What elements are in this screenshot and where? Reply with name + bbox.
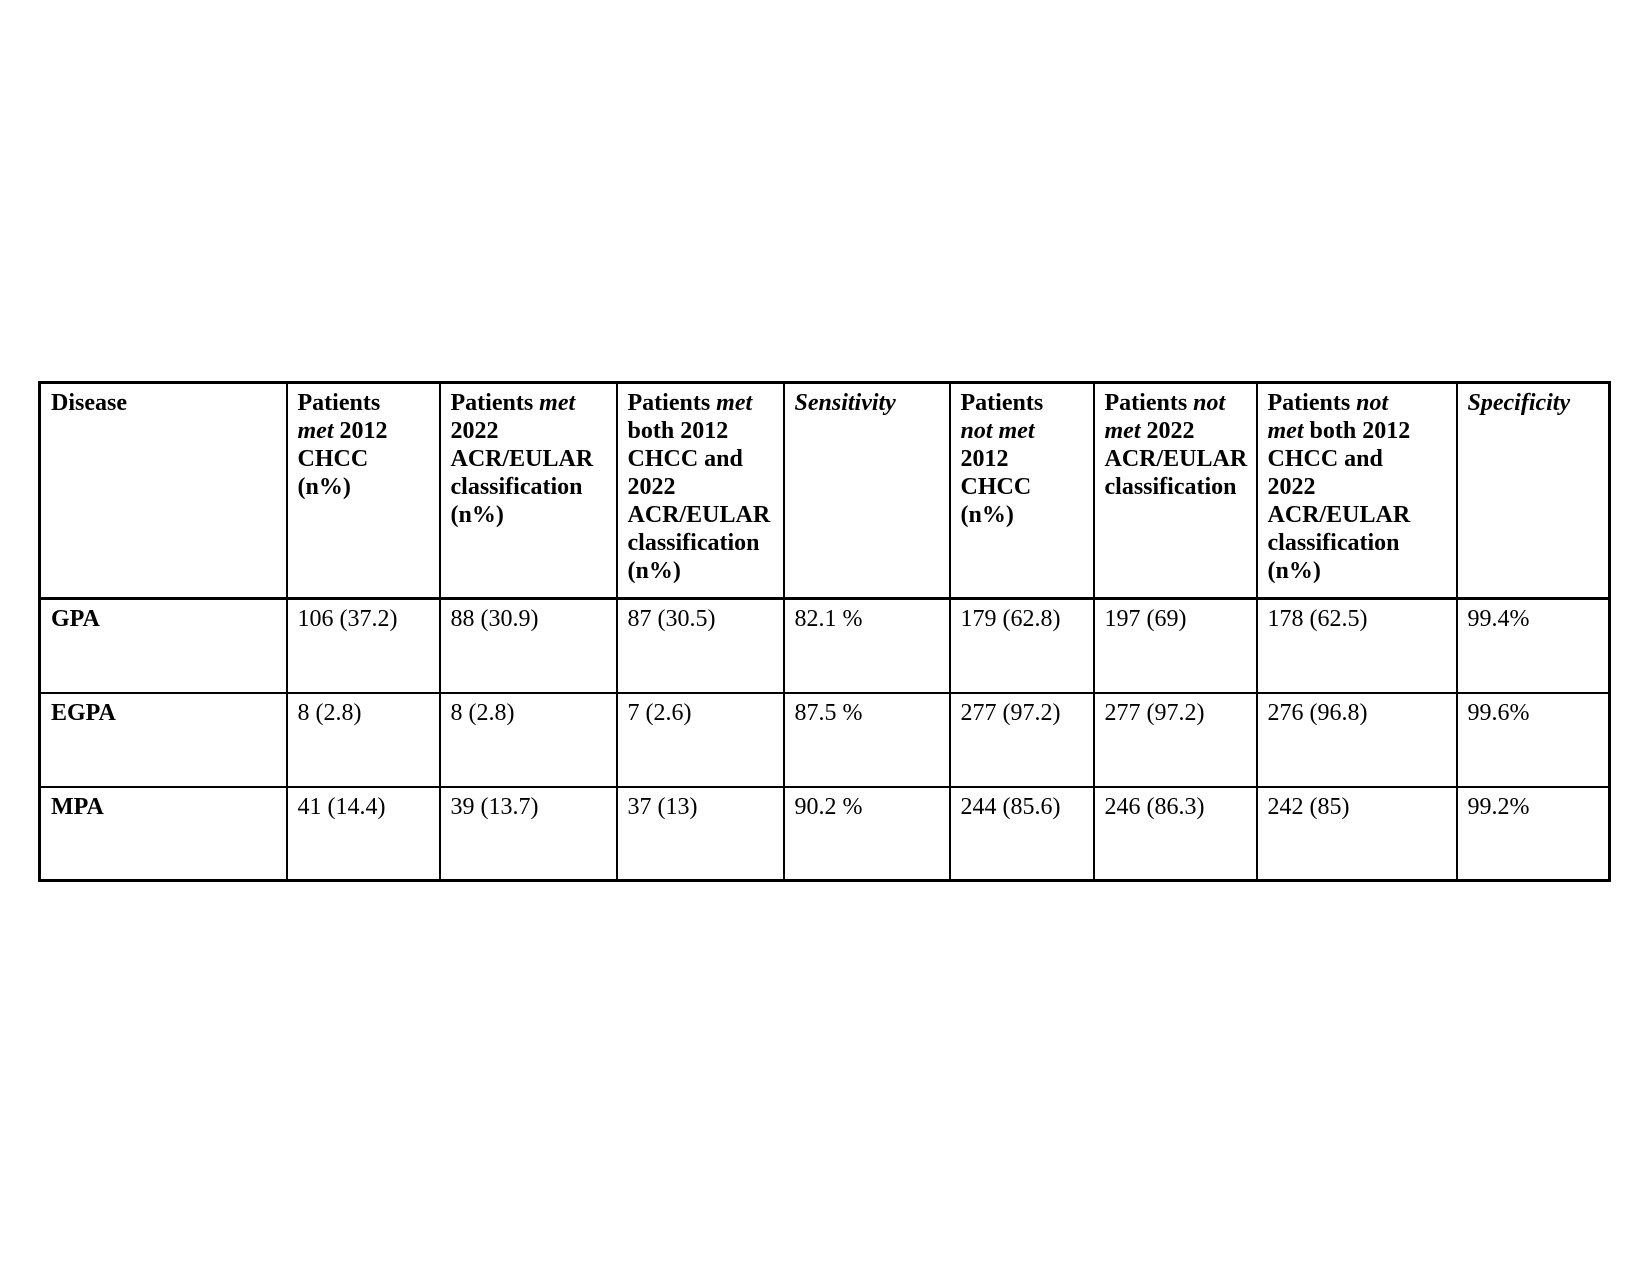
row-label-mpa: MPA [38,785,288,882]
cell-egpa-not-met-2012: 277 (97.2) [948,691,1095,788]
cell-mpa-met-both: 37 (13) [615,785,785,882]
row-label-egpa: EGPA [38,691,288,788]
cell-mpa-specificity: 99.2% [1455,785,1611,882]
row-label-gpa: GPA [38,597,288,694]
cell-mpa-met-2022: 39 (13.7) [438,785,618,882]
col-header-not-met-2022-acr-eular: Patients not met 2022 ACR/EULAR classifi… [1092,381,1258,600]
col-header-met-2022-acr-eular: Patients met 2022 ACR/EULAR classificati… [438,381,618,600]
cell-egpa-met-both: 7 (2.6) [615,691,785,788]
cell-gpa-not-met-2022: 197 (69) [1092,597,1258,694]
cell-gpa-not-met-both: 178 (62.5) [1255,597,1458,694]
cell-gpa-met-2022: 88 (30.9) [438,597,618,694]
cell-gpa-not-met-2012: 179 (62.8) [948,597,1095,694]
table-header-row: Disease Patients met 2012 CHCC (n%) Pati… [38,381,1611,600]
cell-egpa-sensitivity: 87.5 % [782,691,951,788]
cell-egpa-not-met-both: 276 (96.8) [1255,691,1458,788]
col-header-sensitivity: Sensitivity [782,381,951,600]
cell-gpa-specificity: 99.4% [1455,597,1611,694]
table-row-mpa: MPA 41 (14.4) 39 (13.7) 37 (13) 90.2 % 2… [38,785,1611,882]
col-header-not-met-2012-chcc: Patients not met 2012 CHCC (n%) [948,381,1095,600]
cell-mpa-not-met-2012: 244 (85.6) [948,785,1095,882]
cell-gpa-met-both: 87 (30.5) [615,597,785,694]
table-row-gpa: GPA 106 (37.2) 88 (30.9) 87 (30.5) 82.1 … [38,597,1611,694]
cell-mpa-sensitivity: 90.2 % [782,785,951,882]
col-header-met-2012-chcc: Patients met 2012 CHCC (n%) [285,381,441,600]
cell-gpa-met-2012: 106 (37.2) [285,597,441,694]
col-header-specificity: Specificity [1455,381,1611,600]
cell-egpa-met-2022: 8 (2.8) [438,691,618,788]
col-header-disease: Disease [38,381,288,600]
table-row-egpa: EGPA 8 (2.8) 8 (2.8) 7 (2.6) 87.5 % 277 … [38,691,1611,788]
col-header-met-both: Patients met both 2012 CHCC and 2022 ACR… [615,381,785,600]
classification-criteria-table: Disease Patients met 2012 CHCC (n%) Pati… [38,381,1611,882]
cell-egpa-met-2012: 8 (2.8) [285,691,441,788]
col-header-not-met-both: Patients not met both 2012 CHCC and 2022… [1255,381,1458,600]
cell-egpa-not-met-2022: 277 (97.2) [1092,691,1258,788]
cell-mpa-not-met-2022: 246 (86.3) [1092,785,1258,882]
cell-gpa-sensitivity: 82.1 % [782,597,951,694]
cell-egpa-specificity: 99.6% [1455,691,1611,788]
cell-mpa-met-2012: 41 (14.4) [285,785,441,882]
cell-mpa-not-met-both: 242 (85) [1255,785,1458,882]
